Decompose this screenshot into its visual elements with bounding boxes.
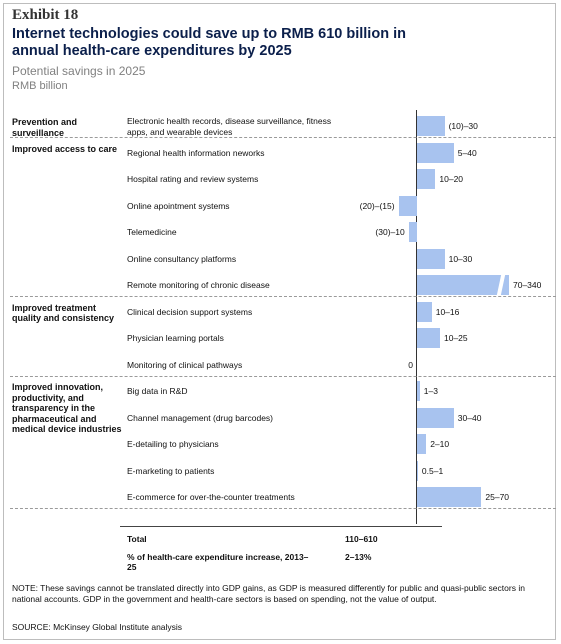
footnote: NOTE: These savings cannot be translated… [12,583,525,604]
value-label: 10–16 [435,306,460,317]
source-note: SOURCE: McKinsey Global Institute analys… [12,622,183,632]
group-separator [10,296,556,298]
group-separator [10,375,556,377]
range-bar [417,328,440,348]
row-label: Channel management (drug barcodes) [127,412,274,423]
range-bar [417,275,509,295]
totals-rule [120,525,442,527]
range-bar [398,195,417,216]
range-bar [417,434,427,454]
exhibit-number: Exhibit 18 [12,7,79,23]
range-bar [417,381,420,401]
exhibit-frame [3,3,556,640]
chart-title: Internet technologies could save up to R… [12,26,406,59]
range-bar [417,169,436,189]
value-label: 30–40 [457,412,482,423]
totals-separator [10,508,556,510]
range-bar [417,142,454,163]
total-value: 110–610 [345,533,378,544]
row-label: Monitoring of clinical pathways [127,359,243,370]
value-label: 1–3 [423,386,438,396]
range-bar [408,222,417,242]
value-label: 10–20 [439,174,464,184]
total-value: 2–13% [345,551,372,562]
row-label: Online consultancy platforms [127,253,237,264]
group-label: Improved access to care [12,143,118,154]
row-label: Big data in R&D [127,386,188,396]
chart-subtitle: Potential savings in 2025 [12,64,146,78]
row-label: Telemedicine [127,227,177,237]
row-label: Clinical decision support systems [127,306,253,317]
row-label: Hospital rating and review systems [127,174,259,184]
row-label: Physician learning portals [127,333,224,343]
row-label: Electronic health records, disease surve… [127,116,332,137]
value-label: 0 [408,359,413,370]
value-label: (30)–10 [375,227,405,237]
value-label: 10–25 [444,333,468,343]
group-label: Improved treatment quality and consisten… [12,302,115,324]
value-label: 2–10 [430,439,450,449]
value-label: 0.5–1 [421,465,444,476]
value-label: 5–40 [457,147,477,158]
chart-unit: RMB billion [12,80,68,92]
range-bar [417,460,418,481]
range-bar [417,116,445,136]
value-label: 70–340 [513,280,542,290]
group-label: Improved innovation, productivity, and t… [12,382,122,434]
total-label: % of health-care expenditure increase, 2… [127,551,309,573]
range-bar [417,301,432,322]
group-separator [10,137,556,139]
total-label: Total [127,533,147,544]
group-label: Prevention and surveillance [12,117,78,138]
value-label: (10)–30 [448,121,478,131]
row-label: E-commerce for over-the-counter treatmen… [127,492,295,502]
row-label: E-marketing to patients [127,465,215,476]
row-label: Regional health information neworks [127,147,265,158]
value-label: (20)–(15) [359,200,395,211]
range-bar [417,487,482,507]
zero-axis [416,110,417,524]
row-label: Remote monitoring of chronic disease [127,280,270,290]
range-bar [417,248,445,269]
value-label: 25–70 [485,492,510,502]
range-bar [417,407,454,428]
value-label: 10–30 [448,253,473,264]
row-label: Online apointment systems [127,200,230,211]
row-label: E-detailing to physicians [127,439,219,449]
